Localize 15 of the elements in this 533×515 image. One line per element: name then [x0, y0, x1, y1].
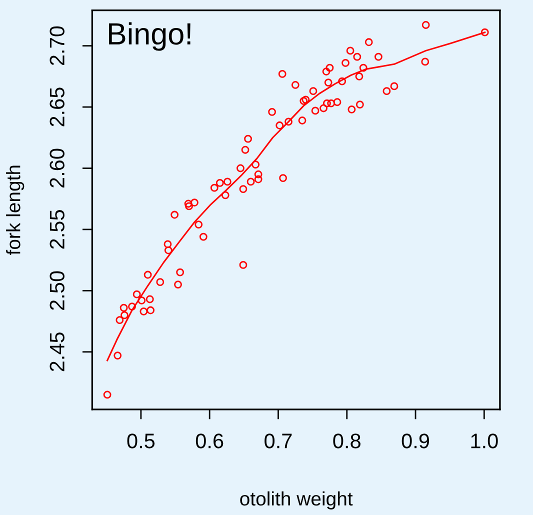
y-tick-label: 2.50 [50, 271, 64, 310]
y-tick-label: 2.65 [50, 88, 64, 126]
y-tick-label: 2.55 [50, 210, 64, 249]
y-tick-label: 2.70 [50, 26, 64, 66]
x-tick-label: 0.8 [333, 434, 360, 448]
y-axis-title: fork length [6, 166, 24, 255]
x-tick-label: 0.9 [402, 434, 430, 448]
x-axis-title: otolith weight [240, 491, 353, 510]
annotation: Bingo! [108, 22, 190, 51]
y-tick-label: 2.45 [50, 332, 64, 372]
x-tick-label: 0.7 [264, 434, 292, 448]
x-tick-label: 1.0 [471, 434, 498, 448]
x-tick-label: 0.6 [196, 434, 224, 448]
x-tick-label: 0.5 [127, 434, 155, 448]
y-tick-label: 2.60 [50, 148, 64, 188]
